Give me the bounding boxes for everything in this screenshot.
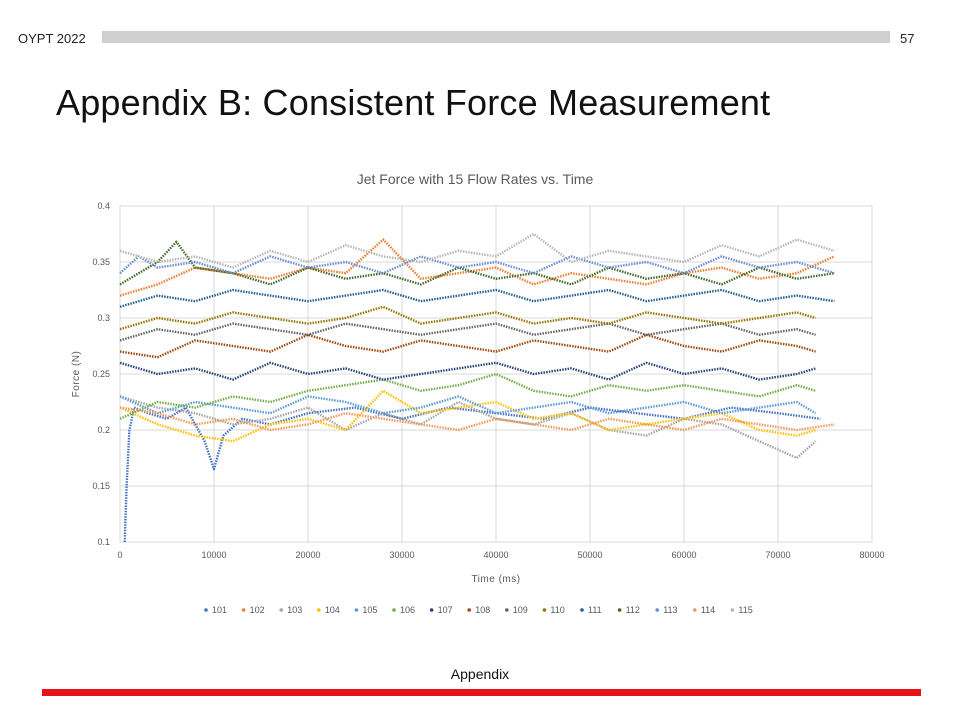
- legend-label-104: 104: [325, 605, 340, 615]
- x-tick-label: 10000: [201, 550, 226, 560]
- x-tick-labels: 0 10000 20000 30000 40000 50000 60000 70000 8000…: [117, 550, 884, 560]
- chart-title: Jet Force with 15 Flow Rates vs. Time: [357, 171, 594, 187]
- legend-marker-108: [467, 608, 472, 612]
- legend-label-113: 113: [663, 605, 677, 615]
- legend-label-106: 106: [400, 605, 415, 615]
- legend-label-103: 103: [287, 605, 302, 615]
- legend-label-107: 107: [438, 605, 453, 615]
- series-line-105: [119, 395, 817, 415]
- legend-label-114: 114: [701, 605, 715, 615]
- series-line-107: [119, 361, 816, 381]
- legend-marker-106: [392, 608, 396, 612]
- legend-marker-115: [730, 608, 735, 612]
- legend-label-111: 111: [588, 605, 602, 615]
- series-line-115: [119, 232, 835, 269]
- y-tick-labels: 0.1 0.15 0.2 0.25 0.3 0.35 0.4: [92, 201, 110, 547]
- series-line-106: [119, 372, 816, 420]
- footer-label: Appendix: [450, 666, 510, 682]
- legend-marker-101: [204, 608, 208, 612]
- chart-container: Jet Force with 15 Flow Rates vs. Time 0.…: [60, 160, 890, 635]
- x-tick-label: 20000: [295, 550, 320, 560]
- legend-label-105: 105: [362, 605, 377, 615]
- x-axis-label: Time (ms): [471, 574, 520, 585]
- legend-marker-102: [241, 608, 246, 612]
- x-tick-label: 80000: [859, 550, 884, 560]
- force-chart: Jet Force with 15 Flow Rates vs. Time 0.…: [71, 171, 885, 615]
- series-line-103: [119, 395, 817, 460]
- y-tick-label: 0.35: [92, 257, 110, 267]
- y-tick-label: 0.3: [97, 313, 110, 323]
- legend-label-112: 112: [626, 605, 640, 615]
- y-tick-label: 0.25: [92, 369, 110, 379]
- x-tick-label: 50000: [577, 550, 602, 560]
- x-tick-label: 30000: [389, 550, 414, 560]
- legend-marker-113: [655, 608, 659, 612]
- legend-label-109: 109: [513, 605, 528, 615]
- x-tick-label: 70000: [765, 550, 790, 560]
- series-line-102: [119, 238, 835, 297]
- page-number: 57: [900, 31, 915, 46]
- legend-marker-114: [693, 608, 697, 612]
- y-tick-label: 0.4: [97, 201, 110, 211]
- legend-marker-109: [505, 608, 509, 612]
- series-line-112: [119, 240, 835, 286]
- y-tick-label: 0.15: [92, 481, 110, 491]
- x-tick-label: 0: [117, 550, 122, 560]
- y-tick-label: 0.1: [97, 537, 110, 547]
- legend-label-110: 110: [550, 605, 564, 615]
- series-line-104: [119, 389, 816, 443]
- chart-series: [119, 232, 835, 543]
- legend-label-108: 108: [475, 605, 490, 615]
- x-tick-label: 60000: [671, 550, 696, 560]
- legend-label-102: 102: [250, 605, 265, 615]
- series-line-101: [123, 406, 821, 543]
- legend-marker-111: [580, 608, 584, 612]
- series-line-110: [119, 305, 816, 331]
- legend-label-101: 101: [212, 605, 227, 615]
- series-line-108: [119, 333, 816, 359]
- header-bar: [102, 31, 890, 43]
- header-label: OYPT 2022: [18, 31, 86, 46]
- y-axis-label: Force (N): [71, 351, 82, 398]
- legend-marker-110: [542, 608, 547, 612]
- series-line-114: [119, 406, 835, 432]
- legend-marker-103: [279, 608, 283, 612]
- series-line-109: [119, 322, 816, 342]
- series-line-113: [119, 255, 835, 275]
- legend-label-115: 115: [738, 605, 752, 615]
- legend-marker-107: [429, 608, 434, 612]
- chart-legend: 101 102 103 104 105 106 107 108 109 110 111 112 113 1…: [204, 605, 753, 615]
- footer-bar: [42, 689, 921, 696]
- slide-title: Appendix B: Consistent Force Measurement: [56, 82, 771, 123]
- x-tick-label: 40000: [483, 550, 508, 560]
- y-tick-label: 0.2: [97, 425, 110, 435]
- legend-marker-105: [354, 608, 359, 612]
- legend-marker-104: [317, 608, 321, 612]
- series-line-111: [119, 288, 835, 308]
- legend-marker-112: [617, 608, 622, 612]
